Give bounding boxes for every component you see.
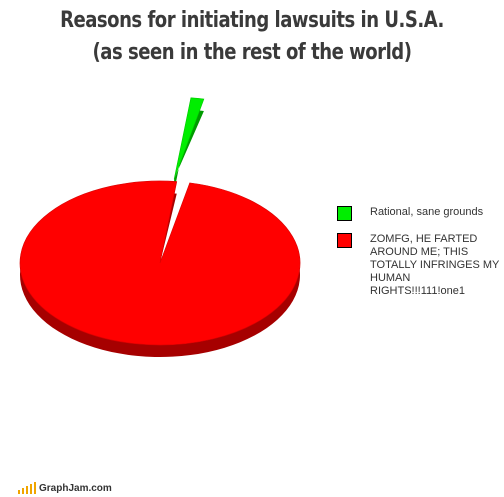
pie-slice-zomfg	[19, 180, 301, 346]
pie-slice-rational	[173, 97, 205, 180]
pie-top-layer	[19, 97, 301, 346]
legend-label-rational: Rational, sane grounds	[370, 206, 484, 218]
footer: GraphJam.com	[18, 482, 112, 494]
chart-title-line-1: Reasons for initiating lawsuits in U.S.A…	[60, 8, 444, 33]
legend-swatch-green	[337, 206, 352, 221]
legend-item-zomfg: ZOMFG, HE FARTED AROUND ME; THIS TOTALLY…	[337, 233, 502, 298]
legend: Rational, sane grounds ZOMFG, HE FARTED …	[337, 206, 502, 312]
footer-site-label[interactable]: GraphJam.com	[39, 483, 112, 494]
chart-title-line-2: (as seen in the rest of the world)	[92, 40, 412, 65]
legend-swatch-red	[337, 233, 352, 248]
signal-bars-icon	[18, 482, 36, 494]
legend-label-zomfg: ZOMFG, HE FARTED AROUND ME; THIS TOTALLY…	[370, 233, 500, 297]
legend-item-rational: Rational, sane grounds	[337, 206, 502, 221]
